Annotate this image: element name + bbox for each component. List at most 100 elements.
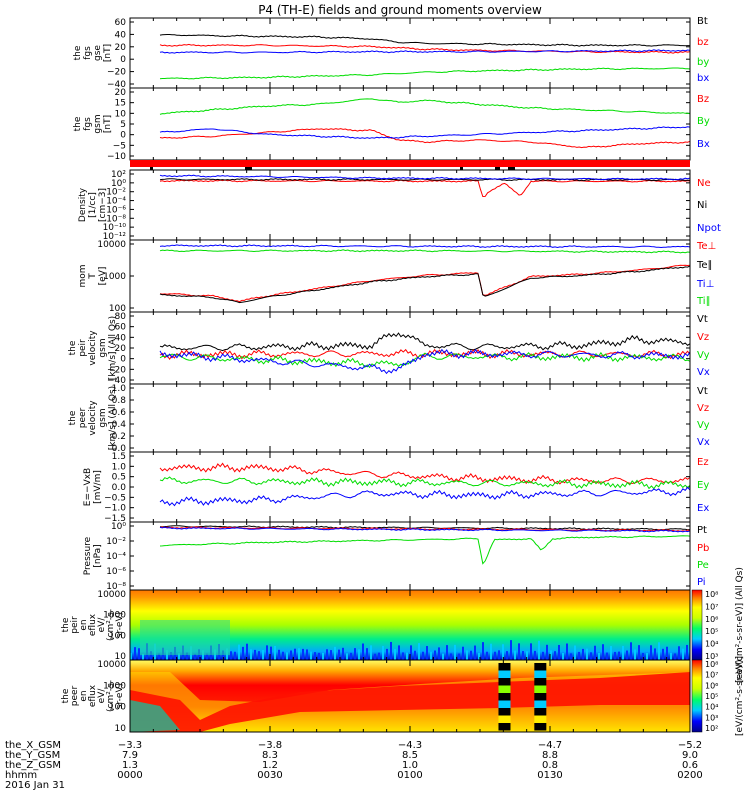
low-energy-streak [142,653,144,660]
ytick-label: 10² [111,170,126,180]
legend-Vz: Vz [697,332,709,343]
ylabel-peer-en-eflux: thepeerenefluxeV/(cm²-s-sr-eV) [61,680,125,712]
data-gap-block [534,678,547,686]
low-energy-streak [614,651,616,660]
low-energy-streak [494,651,496,660]
low-energy-streak [178,653,180,660]
data-gap-block [534,685,547,693]
series-pressure-Pe [159,535,691,565]
quality-flag-mark [150,167,153,170]
xaxis-value-z: 0.6 [682,760,698,771]
series-fgs-gsm-Bx [159,126,691,139]
data-gap-block [498,685,511,693]
quality-flag-mark [245,167,252,170]
xaxis-value-x: −5.2 [678,740,702,751]
low-energy-streak [330,650,332,660]
ylabel-pressure: Pressure[nPa] [83,536,103,575]
legend-Npot: Npot [697,223,721,234]
low-energy-streak [270,646,272,660]
ytick-label: 1000 [103,681,126,691]
series-mom-temperature-Ti∥ [159,249,691,254]
low-energy-streak [382,645,384,660]
low-energy-streak [406,652,408,660]
ytick-label: 10⁻² [106,188,126,198]
colorbar-tick-label: 10² [705,724,718,733]
low-energy-streak [282,651,284,660]
ylabel-line: fgs [83,46,93,60]
low-energy-streak [286,652,288,660]
colorbar-tick-label: 10³ [705,652,718,661]
ylabel-line: [km/s] (All Qs) [108,386,118,450]
series-peir-velocity-Vx [159,348,691,375]
ytick-label: 10⁻¹⁰ [103,223,127,233]
ytick-label: −40 [107,80,126,90]
low-energy-streak [402,652,404,660]
ylabel-line: velocity [88,400,98,436]
low-energy-streak [682,648,684,660]
low-energy-streak [446,645,448,660]
low-energy-streak [374,653,376,660]
low-energy-streak [514,650,516,660]
xaxis-value-hhmm: 0100 [397,770,422,781]
low-energy-streak [670,652,672,660]
ylabel-line: [mV/m] [93,470,103,504]
ylabel-e-field: E=−VxB[mV/m] [83,468,103,506]
colorbar [691,659,703,733]
low-energy-streak [366,648,368,660]
ytick-label: 0.2 [112,432,126,442]
colorbar-tick-label: 10⁴ [705,640,718,649]
low-energy-streak [186,652,188,660]
ytick-label: 1.0 [112,462,127,472]
ytick-label: 1.5 [112,452,126,462]
low-energy-streak [458,653,460,660]
low-energy-streak [546,644,548,660]
series-fgs-gse-bz [159,43,691,54]
ytick-label: 15 [115,99,126,109]
legend-Ni: Ni [697,200,707,211]
ytick-label: 10⁻⁶ [106,205,126,215]
legend-Ti∥: Ti∥ [696,296,711,307]
ytick-label: 10⁻² [106,537,126,547]
ytick-label: −40 [107,376,126,386]
series-peir-velocity-Vt [159,332,691,352]
ytick-label: 10⁻⁴ [106,552,126,562]
low-energy-streak [630,642,632,660]
ytick-label: −5 [113,141,126,151]
low-energy-streak [590,652,592,660]
ylabel-line: peer [70,685,80,706]
ylabel-line: gsm [93,114,103,133]
ylabel-line: sr-eV) [115,612,125,638]
low-energy-streak [470,650,472,660]
legend-Ne: Ne [697,178,711,189]
series-mom-temperature-Te⊥ [159,264,691,303]
low-energy-streak [522,651,524,660]
colorbar-tick-label: 10⁵ [705,627,718,636]
legend-Pb: Pb [697,543,709,554]
low-energy-streak [378,652,380,660]
ytick-label: 0.6 [112,408,127,418]
ylabel-line: the [73,45,83,60]
low-energy-streak [626,650,628,660]
ytick-label: −1.5 [104,514,126,524]
low-energy-streak [266,645,268,660]
ylabel-line: [eV] [98,267,108,286]
ylabel-line: peer [78,407,88,428]
low-energy-streak [674,653,676,660]
data-gap-block [498,670,511,678]
ytick-label: 1.0 [112,384,127,394]
ylabel-line: eV/ [97,617,107,633]
ytick-label: 10⁻¹² [103,232,127,242]
ytick-label: 40 [115,333,127,343]
low-energy-streak [222,650,224,660]
legend-Ex: Ex [697,503,709,514]
legend-Te∥: Te∥ [696,260,713,271]
low-energy-streak [622,645,624,660]
xaxis-value-y: 8.3 [262,750,278,761]
ylabel-line: the [61,617,71,632]
legend-Pi: Pi [697,577,706,588]
xaxis-value-z: 1.3 [122,760,138,771]
low-energy-streak [230,651,232,660]
legend-Ez: Ez [697,457,709,468]
xaxis-value-x: −4.7 [538,740,562,751]
